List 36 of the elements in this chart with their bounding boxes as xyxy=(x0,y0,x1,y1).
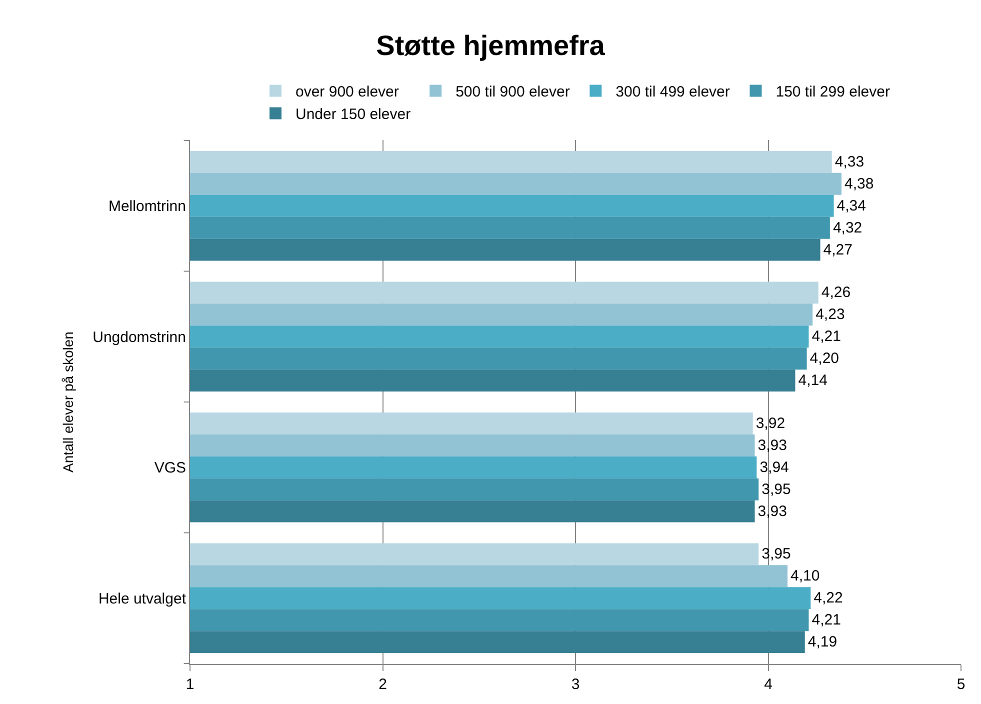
data-label: 3,95 xyxy=(762,546,791,563)
x-tick-label: 1 xyxy=(186,676,194,693)
x-tick-label: 3 xyxy=(571,676,580,693)
data-label: 4,26 xyxy=(821,284,851,302)
data-label: 4,22 xyxy=(814,590,843,607)
y-tick-label: Ungdomstrinn xyxy=(92,328,186,346)
legend-label: 300 til 499 elever xyxy=(616,84,730,101)
legend-label: 500 til 900 elever xyxy=(456,84,570,101)
legend-label: over 900 elever xyxy=(296,84,399,101)
data-label: 4,21 xyxy=(812,612,841,629)
y-tick-label: VGS xyxy=(154,460,186,477)
data-label: 4,33 xyxy=(834,153,864,170)
data-label: 4,38 xyxy=(844,175,874,192)
data-label: 3,93 xyxy=(758,436,787,454)
data-label: 4,32 xyxy=(832,219,862,236)
data-label: 4,14 xyxy=(798,372,828,390)
data-label: 3,95 xyxy=(762,480,791,498)
data-label: 4,19 xyxy=(808,634,838,651)
data-label: 4,10 xyxy=(790,568,820,585)
data-label: 3,94 xyxy=(760,458,789,476)
chart-title: Støtte hjemmefra xyxy=(376,30,606,61)
x-tick-label: 2 xyxy=(378,676,387,693)
legend-label: Under 150 elever xyxy=(296,106,411,124)
data-label: 3,92 xyxy=(756,414,786,432)
x-tick-label: 4 xyxy=(764,676,772,693)
data-label: 3,93 xyxy=(758,502,787,520)
data-label: 4,20 xyxy=(810,350,840,368)
data-label: 4,23 xyxy=(816,306,845,324)
x-tick-label: 5 xyxy=(956,676,966,693)
data-label: 4,27 xyxy=(823,241,852,258)
data-label: 4,21 xyxy=(812,328,841,346)
data-label: 4,34 xyxy=(836,197,866,214)
y-tick-label: Mellomtrinn xyxy=(108,198,186,216)
y-tick-label: Hele utvalget xyxy=(98,590,187,608)
legend-label: 150 til 299 elever xyxy=(776,84,890,101)
y-axis-title: Antall elever på skolen xyxy=(60,332,76,472)
